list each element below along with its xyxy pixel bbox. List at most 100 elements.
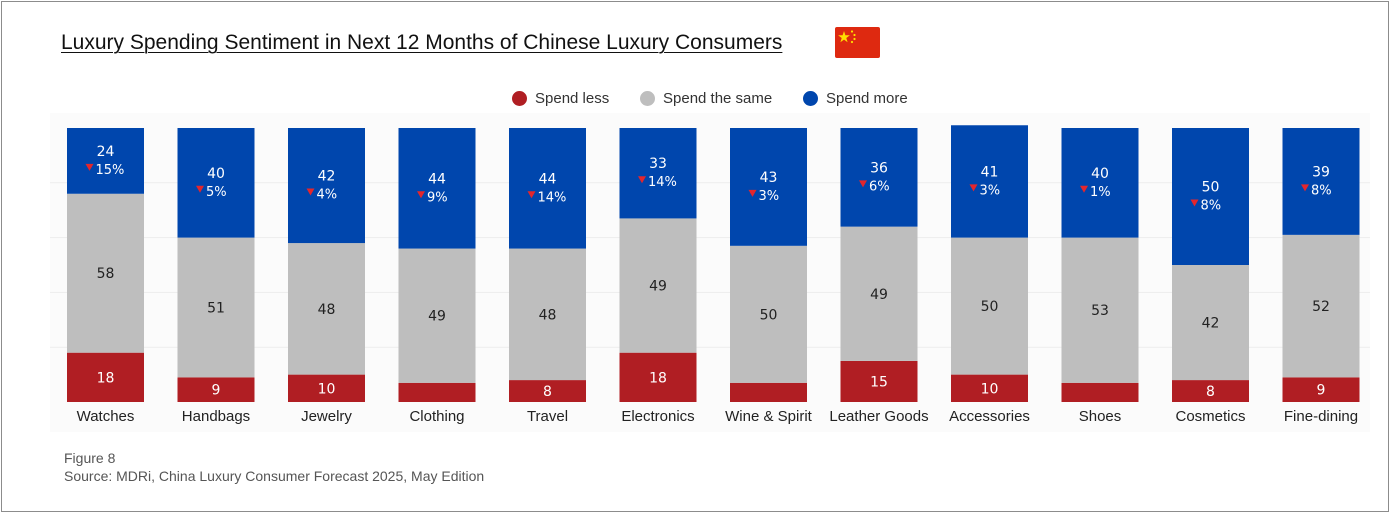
bar-segment <box>177 128 255 238</box>
x-tick-label: Fine-dining <box>1284 408 1358 425</box>
bar-segment <box>67 128 144 194</box>
data-label: 15 <box>870 374 888 390</box>
data-label: 49 <box>649 279 667 295</box>
bar-segment <box>509 380 586 402</box>
bar-segment <box>951 125 1028 238</box>
x-tick-label: Electronics <box>621 408 694 425</box>
change-label: 8% <box>1311 183 1332 198</box>
plot-area <box>50 113 1370 432</box>
bar-segment <box>67 193 144 353</box>
data-label: 48 <box>539 307 557 323</box>
bar-segment <box>288 374 365 402</box>
legend-label-spend-less: Spend less <box>535 90 610 107</box>
bar-segment <box>619 218 697 353</box>
figure-number: Figure 8 <box>64 450 116 466</box>
bar-segment <box>1282 128 1360 235</box>
bar-segment <box>951 374 1028 402</box>
data-label: 36 <box>870 160 888 176</box>
data-label: 8 <box>1206 384 1215 400</box>
x-tick-label: Wine & Spirit <box>725 408 813 425</box>
legend-item-spend-same: Spend the same <box>640 90 772 107</box>
bar-segment <box>730 382 807 402</box>
down-arrow-icon <box>638 176 646 184</box>
china-flag-icon <box>835 27 880 58</box>
bar-segment <box>951 237 1028 375</box>
bar-segment <box>1172 265 1249 381</box>
bar-segment <box>288 243 365 375</box>
source-note: Source: MDRi, China Luxury Consumer Fore… <box>64 468 485 484</box>
bar-segment <box>67 352 144 402</box>
change-label: 3% <box>980 183 1001 198</box>
x-tick-label: Shoes <box>1079 408 1122 425</box>
data-label: 48 <box>318 302 336 318</box>
change-label: 14% <box>538 190 567 205</box>
x-tick-label: Watches <box>77 408 135 425</box>
change-label: 15% <box>96 163 125 178</box>
bar-segment <box>288 128 365 244</box>
bar-segment <box>730 245 807 383</box>
data-label: 8 <box>543 384 552 400</box>
data-label: 51 <box>207 300 225 316</box>
bar-segment <box>1172 128 1249 265</box>
change-label: 9% <box>427 190 448 205</box>
data-label: 18 <box>649 370 667 386</box>
bar-segment <box>398 128 476 249</box>
data-label: 52 <box>1312 299 1330 315</box>
bar-segment <box>177 237 255 378</box>
x-tick-label: Leather Goods <box>829 408 928 425</box>
legend-label-spend-more: Spend more <box>826 90 908 107</box>
change-label: 1% <box>1090 185 1111 200</box>
data-label: 9 <box>212 383 221 399</box>
data-label: 44 <box>539 171 557 187</box>
data-label: 33 <box>649 156 667 172</box>
down-arrow-icon <box>527 191 536 199</box>
x-tick-label: Jewelry <box>301 408 352 425</box>
data-label: 49 <box>428 309 446 325</box>
bar-segment <box>840 226 918 361</box>
bar-segment <box>619 352 697 402</box>
bar-segment <box>398 382 476 402</box>
bar-segment <box>1282 377 1360 402</box>
bar-segment <box>619 128 697 219</box>
data-label: 44 <box>428 171 446 187</box>
legend-swatch-spend-more <box>803 91 818 106</box>
data-label: 41 <box>981 164 999 180</box>
change-label: 8% <box>1201 199 1222 214</box>
legend-swatch-spend-less <box>512 91 527 106</box>
down-arrow-icon <box>306 188 315 196</box>
change-label: 6% <box>869 179 890 194</box>
data-label: 40 <box>1091 166 1109 182</box>
change-label: 14% <box>648 175 677 190</box>
data-label: 43 <box>760 170 778 186</box>
bar-segment <box>1061 237 1139 383</box>
bar-segment <box>840 128 918 227</box>
data-label: 10 <box>318 381 336 397</box>
data-label: 9 <box>1317 383 1326 399</box>
x-tick-label: Clothing <box>409 408 464 425</box>
change-label: 5% <box>206 185 227 200</box>
bar-segment <box>1282 234 1360 378</box>
down-arrow-icon <box>748 189 757 197</box>
data-label: 50 <box>760 307 778 323</box>
down-arrow-icon <box>1190 199 1199 207</box>
chart-title: Luxury Spending Sentiment in Next 12 Mon… <box>61 31 783 54</box>
change-label: 4% <box>317 188 338 203</box>
bar-segment <box>1172 380 1249 402</box>
bar-segment <box>730 128 807 246</box>
data-label: 50 <box>981 299 999 315</box>
x-tick-label: Cosmetics <box>1175 408 1245 425</box>
legend-item-spend-more: Spend more <box>803 90 908 107</box>
data-label: 40 <box>207 166 225 182</box>
data-label: 50 <box>1202 180 1220 196</box>
data-label: 39 <box>1312 164 1330 180</box>
down-arrow-icon <box>1080 185 1088 193</box>
data-label: 10 <box>981 381 999 397</box>
x-tick-label: Accessories <box>949 408 1030 425</box>
down-arrow-icon <box>85 163 94 171</box>
data-label: 42 <box>318 169 336 185</box>
x-tick-label: Handbags <box>182 408 250 425</box>
bar-segment <box>509 248 586 381</box>
bar-segment <box>1061 128 1139 238</box>
bar-segment <box>840 360 918 402</box>
